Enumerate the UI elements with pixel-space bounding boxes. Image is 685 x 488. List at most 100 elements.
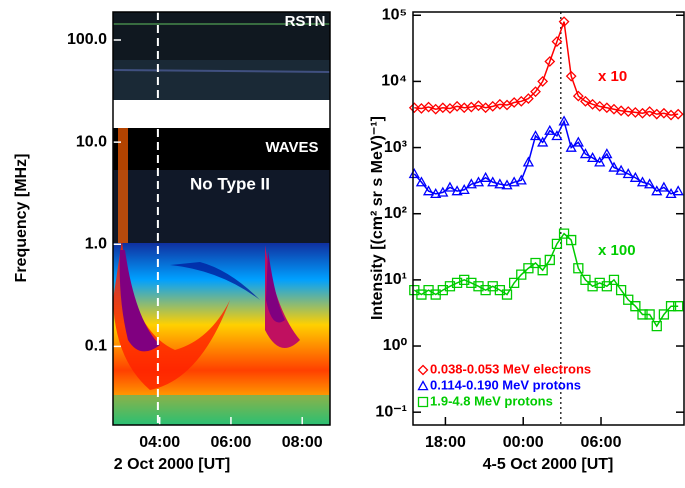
marker [573,263,584,274]
marker [572,90,584,102]
marker [651,320,662,332]
y-tick-label: 10⁴ [381,73,407,90]
marker [644,178,656,189]
x-tick-label: 04:00 [139,434,180,451]
marker [587,281,598,292]
marker [665,187,677,199]
marker [444,181,456,192]
marker [544,56,556,67]
marker [565,141,577,152]
marker [465,178,477,189]
marker [615,164,627,175]
x-tick-label: 06:00 [581,434,622,451]
legend-marker [417,364,429,376]
marker [537,265,548,276]
marker [658,309,670,320]
marker [615,284,627,296]
legend-label: 1.9-4.8 MeV protons [430,393,553,408]
marker [522,156,535,167]
marker [537,136,549,147]
annotation: x 100 [598,242,636,259]
x-tick-label: 00:00 [503,434,544,451]
marker [487,281,498,292]
marker [451,185,463,196]
legend-label: 0.038-0.053 MeV electrons [430,361,591,376]
marker [530,257,541,269]
plot-frame [412,11,685,426]
marker [551,130,563,141]
marker [608,103,620,115]
marker [644,106,656,117]
y-tick-label: 10⁵ [382,6,407,23]
marker [515,174,527,185]
y-tick-label: 10⁰ [383,337,408,354]
marker [516,269,527,280]
marker [601,148,613,159]
marker [579,148,592,159]
marker [501,179,513,190]
x-tick-label: 08:00 [282,434,323,451]
marker [594,100,606,112]
marker [586,151,599,163]
marker [623,294,634,305]
marker [615,105,627,117]
marker [458,183,470,195]
marker [558,228,570,239]
legend-label: 0.114-0.190 MeV protons [430,377,581,392]
marker [480,171,492,182]
marker [501,289,513,300]
marker [629,106,641,118]
marker [658,107,670,119]
marker [444,281,456,292]
marker [494,284,506,296]
x-axis-label: 2 Oct 2000 [UT] [114,456,230,473]
marker [423,101,434,113]
marker [673,301,684,312]
y-tick-label: 0.1 [85,338,107,355]
marker [415,176,428,187]
series-line [414,21,679,116]
annotation: RSTN [285,13,326,30]
marker [451,277,463,289]
legend-marker [417,380,429,391]
marker [409,284,420,296]
marker [622,106,634,117]
y-tick-label: 100.0 [67,31,107,48]
x-tick-label: 18:00 [425,434,466,451]
marker [672,185,684,196]
marker [587,98,599,110]
marker [580,274,591,286]
marker [537,75,549,87]
marker [558,16,570,28]
marker [522,93,534,105]
marker [608,274,620,286]
legend-marker [417,396,429,408]
marker [551,238,563,250]
y-tick-label: 10³ [384,139,407,156]
marker [494,98,506,110]
spectrogram-image [113,12,330,425]
series-line [413,119,679,195]
marker [416,289,427,300]
marker [430,187,442,199]
marker [408,168,420,179]
marker [422,185,435,196]
marker [565,70,577,82]
marker [672,108,684,120]
x-axis-label: 4-5 Oct 2000 [UT] [483,456,614,473]
marker [594,156,606,167]
marker [658,181,670,192]
annotation: x 10 [598,68,627,85]
marker [508,277,520,289]
y-axis-label: Intensity [(cm² sr s MeV)⁻¹] [369,116,386,320]
marker [523,263,534,274]
marker [430,289,441,300]
marker [473,281,484,292]
marker [636,176,649,187]
marker [572,136,584,147]
marker [437,284,448,296]
marker [459,274,470,286]
marker [423,284,434,296]
